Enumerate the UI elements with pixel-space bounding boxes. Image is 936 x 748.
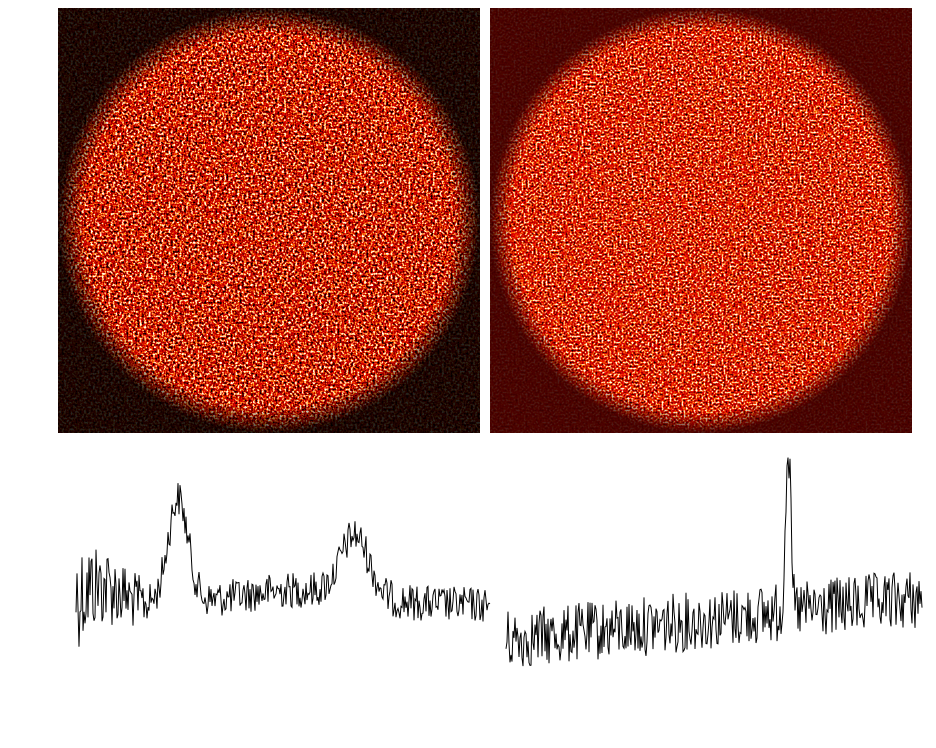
spectrum-trace-left (75, 483, 491, 647)
left-image (58, 8, 480, 433)
image-vignette (58, 8, 480, 433)
spectrum-trace-right (505, 457, 923, 667)
right-image (490, 8, 912, 433)
image-vignette (490, 8, 912, 433)
traces (75, 457, 923, 667)
